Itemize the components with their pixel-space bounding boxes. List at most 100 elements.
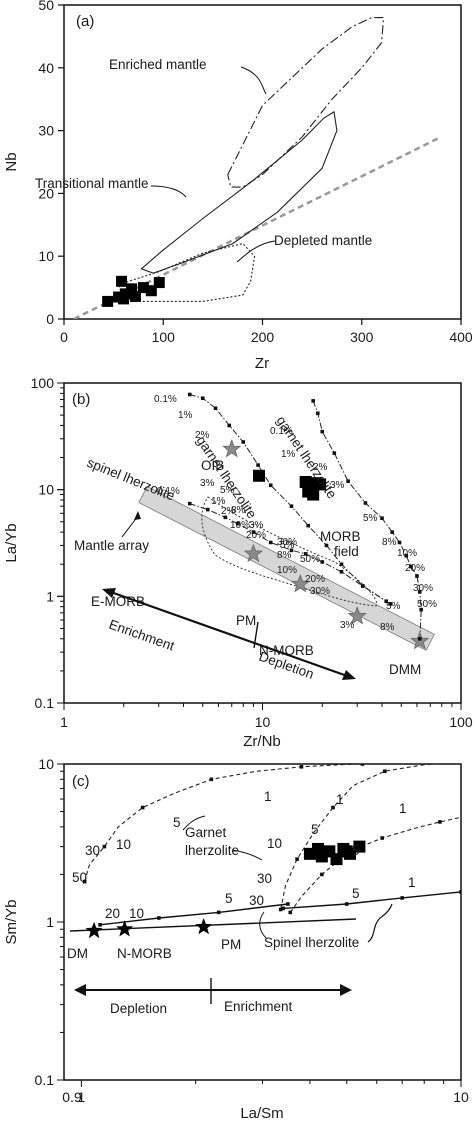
y-tick-label: 20 [38, 185, 54, 201]
spinel-lherzolite-curve [189, 503, 387, 602]
curve-label: 5 [352, 886, 360, 901]
spinel-brace-c [367, 903, 393, 943]
curve-marker [384, 599, 389, 604]
svg-text:1%: 1% [281, 449, 296, 460]
curve-label: 30 [249, 893, 264, 908]
curve-marker [268, 540, 273, 545]
curve-marker [360, 584, 365, 588]
curve-marker [397, 540, 402, 545]
svg-text:1%: 1% [178, 410, 193, 421]
y-tick-label: 0.1 [35, 1072, 55, 1088]
sample-point [330, 853, 343, 866]
x-tick-label: 10 [255, 714, 271, 730]
svg-text:2%: 2% [313, 462, 328, 473]
panel-a-label: (a) [76, 13, 94, 30]
curve-label: 5 [352, 843, 360, 858]
panel-b-reference-stars [222, 438, 430, 650]
garnet-lherzolite-curve-c2 [280, 764, 442, 910]
panel-c-label: (c) [72, 773, 90, 790]
svg-text:5%: 5% [280, 540, 295, 551]
curve-marker [289, 504, 294, 508]
spinel-lherzolite-label-c: Spinel lherzolite [264, 935, 359, 950]
curve-marker [459, 890, 461, 894]
sample-point [116, 275, 128, 287]
sample-point [125, 283, 137, 295]
svg-text:8%: 8% [382, 537, 397, 548]
sample-point [314, 478, 327, 491]
curve-marker [332, 451, 337, 455]
transitional-mantle-label: Transitional mantle [35, 176, 149, 191]
reference-star [347, 606, 367, 625]
svg-text:5%: 5% [220, 485, 235, 496]
y-tick-label: 0 [46, 311, 54, 327]
panel-a-ticks: 0 100 200 300 400 0 10 20 30 40 50 [38, 0, 472, 345]
curve-marker [459, 760, 463, 764]
curve-marker [98, 923, 102, 927]
panel-b-label: (b) [72, 391, 90, 408]
curve-marker [299, 765, 304, 769]
x-tick-label: 100 [152, 329, 176, 345]
curve-marker [187, 501, 192, 506]
curve-marker [390, 530, 394, 534]
x-tick-label: 0.9 [62, 1089, 82, 1105]
curve-marker [281, 906, 285, 911]
svg-text:30%: 30% [310, 586, 330, 597]
garnet-lherzolite-curve-c1 [84, 764, 363, 882]
svg-text:8%: 8% [231, 505, 246, 516]
mantle-array-leader-arrowhead [134, 511, 141, 520]
curve-label: 10 [129, 906, 144, 921]
reference-star [290, 574, 310, 593]
curve-label: 1 [264, 789, 272, 804]
svg-text:8%: 8% [380, 622, 395, 633]
panel-c-reference-stars [85, 918, 213, 939]
garnet-leader-c2 [182, 815, 206, 831]
curve-marker [404, 553, 409, 558]
e-morb-label: E-MORB [91, 594, 145, 609]
transitional-mantle-region [140, 110, 338, 274]
y-tick-label: 40 [38, 60, 54, 76]
curve-label: 1 [336, 792, 344, 807]
curve-marker [205, 507, 210, 512]
reference-star [195, 918, 213, 935]
curve-label: 1 [408, 875, 416, 890]
y-tick-label: 0.1 [35, 695, 55, 711]
panel-a-reference-line [73, 135, 442, 319]
curve-label: 30 [85, 843, 100, 858]
pm-label-b: PM [236, 613, 256, 628]
garnet-leader-c [231, 849, 263, 861]
sample-point [353, 840, 366, 853]
panel-c-ticks: 0.9 1 10 0.1 1 10 [35, 756, 469, 1105]
panel-b-x-label: Zr/Nb [243, 733, 281, 750]
curve-marker [339, 562, 344, 567]
panel-a-label-leaders [150, 66, 276, 263]
garnet-label-c: Garnet [185, 825, 227, 840]
curve-marker [380, 836, 384, 840]
curve-marker [289, 548, 294, 553]
curve-marker [409, 564, 413, 569]
curve-label: 10 [116, 837, 131, 852]
x-tick-label: 100 [449, 714, 473, 730]
morb-label: MORB [320, 529, 361, 544]
y-tick-label: 50 [38, 0, 54, 13]
curve-marker [256, 463, 260, 467]
panel-b-y-label: La/Yb [3, 523, 20, 562]
curve-marker [227, 423, 232, 428]
sample-point [252, 469, 265, 482]
y-tick-label: 1 [46, 914, 54, 930]
panel-a: (a) Zr Nb 0 100 200 300 400 0 10 20 30 40 50 Enric… [3, 0, 473, 372]
depleted-mantle-label: Depleted mantle [274, 233, 372, 248]
x-tick-label: 200 [251, 329, 275, 345]
mantle-array-label: Mantle array [74, 538, 149, 553]
svg-text:1%: 1% [211, 496, 226, 507]
curve-marker [306, 523, 311, 528]
panel-c-curve-labels: 1 5 10 30 50 1 5 10 30 1 5 20 10 5 30 5 … [72, 789, 416, 921]
curve-label: 5 [311, 822, 319, 837]
sample-point [307, 488, 320, 501]
curve-label: 5 [173, 815, 181, 830]
curve-marker [363, 501, 368, 505]
curve-marker [251, 530, 256, 534]
curve-marker [415, 574, 419, 578]
curve-marker [223, 515, 228, 520]
